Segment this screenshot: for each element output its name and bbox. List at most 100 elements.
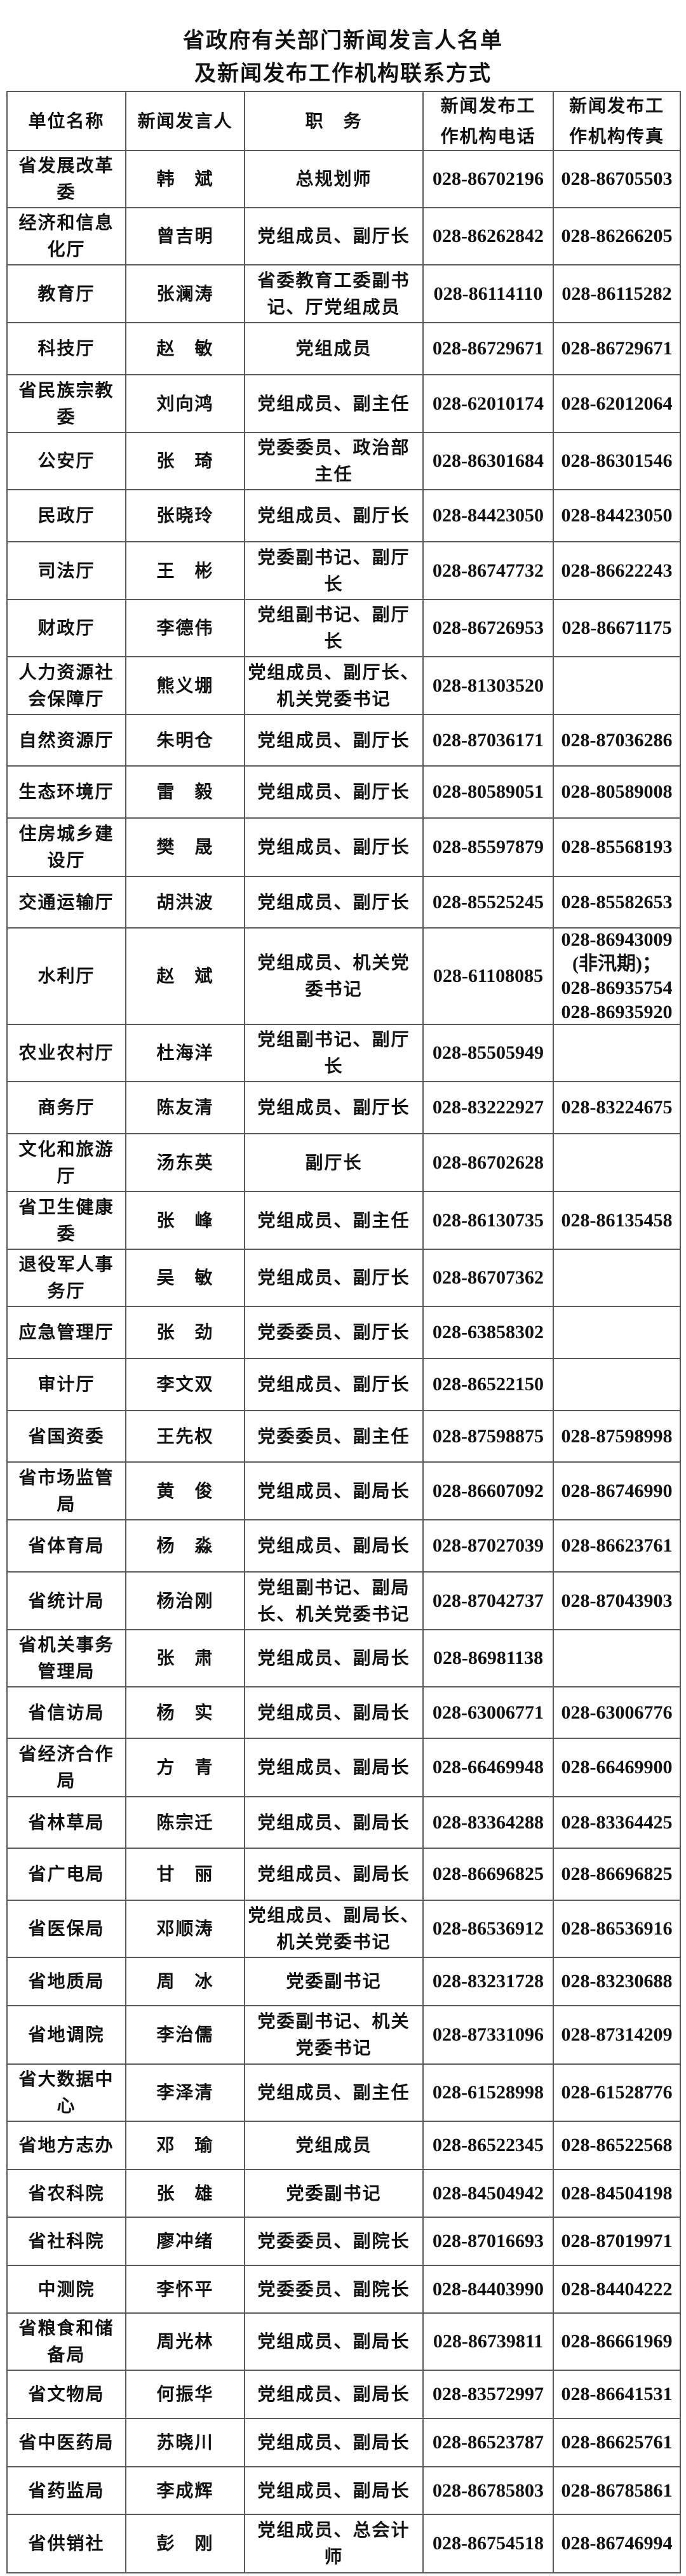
- fax-cell: [553, 1359, 681, 1410]
- unit-name-cell: 省农科院: [6, 2170, 125, 2217]
- fax-cell: 028-86943009 (非汛期)； 028-86935754 028-869…: [553, 929, 681, 1024]
- phone-cell: 028-61108085: [422, 929, 553, 1024]
- phone-cell: 028-83231728: [422, 1958, 553, 2005]
- phone-cell: 028-83222927: [422, 1082, 553, 1133]
- phone-cell: 028-87036171: [422, 715, 553, 765]
- phone-cell: 028-84403990: [422, 2266, 553, 2312]
- fax-cell: [553, 1630, 681, 1686]
- fax-cell: 028-62012064: [553, 375, 681, 432]
- phone-cell: 028-86785803: [422, 2467, 553, 2514]
- table-row: 省经济合作 局方 青党组成员、副局长 028-66469948 028-664699…: [6, 1739, 681, 1797]
- phone-cell: 028-84423050: [422, 490, 553, 541]
- position-cell: 党委副书记: [244, 2170, 422, 2217]
- phone-cell: 028-86523787: [422, 2419, 553, 2466]
- fax-cell: 028-66469900: [553, 1739, 681, 1796]
- table-row: 教育厅 张澜涛 省委教育工委副书 记、厅党组成员 028-86114110 028-86…: [6, 265, 681, 323]
- unit-name-cell: 省市场监管 局: [6, 1463, 125, 1519]
- unit-name-cell: 省卫生健康 委: [6, 1192, 125, 1249]
- table-row: 文化和旅游 厅汤东英 副厅长 028-86702628: [6, 1134, 681, 1192]
- fax-cell: 028-87598998: [553, 1411, 681, 1461]
- position-cell: 党委委员、政治部 主任: [244, 433, 422, 489]
- unit-name-cell: 省地调院: [6, 2006, 125, 2063]
- table-row: 住房城乡建 设厅樊 晟党组成员、副厅长 028-85597879 028-85568…: [6, 819, 681, 877]
- fax-cell: 028-84423050: [553, 490, 681, 541]
- position-cell: 党组成员、副局长: [244, 1687, 422, 1738]
- phone-cell: 028-86262842: [422, 208, 553, 264]
- table-row: 自然资源厅 朱明仓 党组成员、副厅长 028-87036171 028-87036286: [6, 715, 681, 767]
- position-cell: 党组成员、副厅长: [244, 767, 422, 817]
- spokesperson-cell: 李泽清: [125, 2065, 244, 2121]
- spokesperson-cell: 张 劲: [125, 1307, 244, 1358]
- unit-name-cell: 省地质局: [6, 1958, 125, 2005]
- position-cell: 党组副书记、副厅 长: [244, 1025, 422, 1081]
- table-row: 民政厅 张晓玲 党组成员、副厅长 028-84423050 028-84423050: [6, 490, 681, 542]
- spokesperson-cell: 朱明仓: [125, 715, 244, 765]
- fax-cell: 028-83224675: [553, 1082, 681, 1133]
- table-row: 省药监局 李成辉 党组成员、副局长 028-86785803 028-86785861: [6, 2467, 681, 2515]
- phone-cell: 028-63006771: [422, 1687, 553, 1738]
- fax-cell: 028-80589008: [553, 767, 681, 817]
- unit-name-cell: 省体育局: [6, 1520, 125, 1571]
- unit-name-cell: 文化和旅游 厅: [6, 1134, 125, 1191]
- fax-cell: 028-84404222: [553, 2266, 681, 2312]
- unit-name-cell: 经济和信息 化厅: [6, 208, 125, 264]
- spokesperson-cell: 李治儒: [125, 2006, 244, 2063]
- spokesperson-cell: 苏晓川: [125, 2419, 244, 2466]
- unit-name-cell: 省统计局: [6, 1573, 125, 1629]
- fax-cell: 028-83230688: [553, 1958, 681, 2005]
- fax-cell: 028-86625761: [553, 2419, 681, 2466]
- phone-cell: 028-87027039: [422, 1520, 553, 1571]
- spokesperson-cell: 熊义堋: [125, 657, 244, 714]
- column-header-fax: 新闻发布工 作机构传真: [553, 92, 681, 150]
- spokesperson-cell: 雷 毅: [125, 767, 244, 817]
- unit-name-cell: 省信访局: [6, 1687, 125, 1738]
- table-row: 省地方志办邓 瑜党组成员 028-86522345 028-86522568: [6, 2122, 681, 2170]
- unit-name-cell: 商务厅: [6, 1082, 125, 1133]
- fax-cell: 028-86536916: [553, 1901, 681, 1957]
- phone-cell: 028-87598875: [422, 1411, 553, 1461]
- unit-name-cell: 省中医药局: [6, 2419, 125, 2466]
- spokesperson-cell: 廖冲绪: [125, 2218, 244, 2265]
- spokesperson-cell: 王先权: [125, 1411, 244, 1461]
- position-cell: 党组成员、副局长、 机关党委书记: [244, 1901, 422, 1957]
- spokesperson-cell: 张 峰: [125, 1192, 244, 1249]
- phone-cell: 028-87331096: [422, 2006, 553, 2063]
- spokesperson-cell: 杨治刚: [125, 1573, 244, 1629]
- spokesperson-cell: 吴 敏: [125, 1250, 244, 1306]
- unit-name-cell: 省发展改革 委: [6, 151, 125, 207]
- spokesperson-cell: 陈宗迁: [125, 1797, 244, 1848]
- phone-cell: 028-86607092: [422, 1463, 553, 1519]
- table-row: 财政厅 李德伟 党组副书记、副厅 长 028-86726953 028-86671175: [6, 600, 681, 657]
- unit-name-cell: 省社科院: [6, 2218, 125, 2265]
- unit-name-cell: 农业农村厅: [6, 1025, 125, 1081]
- spokesperson-cell: 刘向鸿: [125, 375, 244, 432]
- spokesperson-cell: 李文双: [125, 1359, 244, 1410]
- unit-name-cell: 公安厅: [6, 433, 125, 489]
- position-cell: 党委副书记、副厅 长: [244, 542, 422, 599]
- fax-cell: 028-87019971: [553, 2218, 681, 2265]
- unit-name-cell: 省医保局: [6, 1901, 125, 1957]
- table-row: 省地质局周 冰党委副书记 028-83231728 028-83230688: [6, 1958, 681, 2006]
- spokesperson-cell: 杜海洋: [125, 1025, 244, 1081]
- fax-cell: 028-86622243: [553, 542, 681, 599]
- position-cell: 党组成员、副局长: [244, 2419, 422, 2466]
- phone-cell: 028-87042737: [422, 1573, 553, 1629]
- table-row: 省林草局 陈宗迁 党组成员、副局长 028-83364288 028-83364425: [6, 1797, 681, 1849]
- unit-name-cell: 省文物局: [6, 2371, 125, 2418]
- unit-name-cell: 省经济合作 局: [6, 1739, 125, 1796]
- phone-cell: 028-86522150: [422, 1359, 553, 1410]
- unit-name-cell: 住房城乡建 设厅: [6, 819, 125, 876]
- phone-cell: 028-66469948: [422, 1739, 553, 1796]
- fax-cell: 028-86671175: [553, 600, 681, 656]
- position-cell: 党组成员: [244, 2122, 422, 2169]
- unit-name-cell: 科技厅: [6, 323, 125, 374]
- phone-cell: 028-86726953: [422, 600, 553, 656]
- spokesperson-cell: 赵 斌: [125, 929, 244, 1024]
- spokesperson-cell: 方 青: [125, 1739, 244, 1796]
- table-row: 商务厅 陈友清 党组成员、副厅长 028-83222927 028-83224675: [6, 1082, 681, 1134]
- phone-cell: 028-85597879: [422, 819, 553, 876]
- fax-cell: 028-86696825: [553, 1849, 681, 1900]
- fax-cell: 028-84504198: [553, 2170, 681, 2217]
- phone-cell: 028-86707362: [422, 1250, 553, 1306]
- table-row: 公安厅张 琦党委委员、政治部 主任 028-86301684 028-8630154…: [6, 433, 681, 490]
